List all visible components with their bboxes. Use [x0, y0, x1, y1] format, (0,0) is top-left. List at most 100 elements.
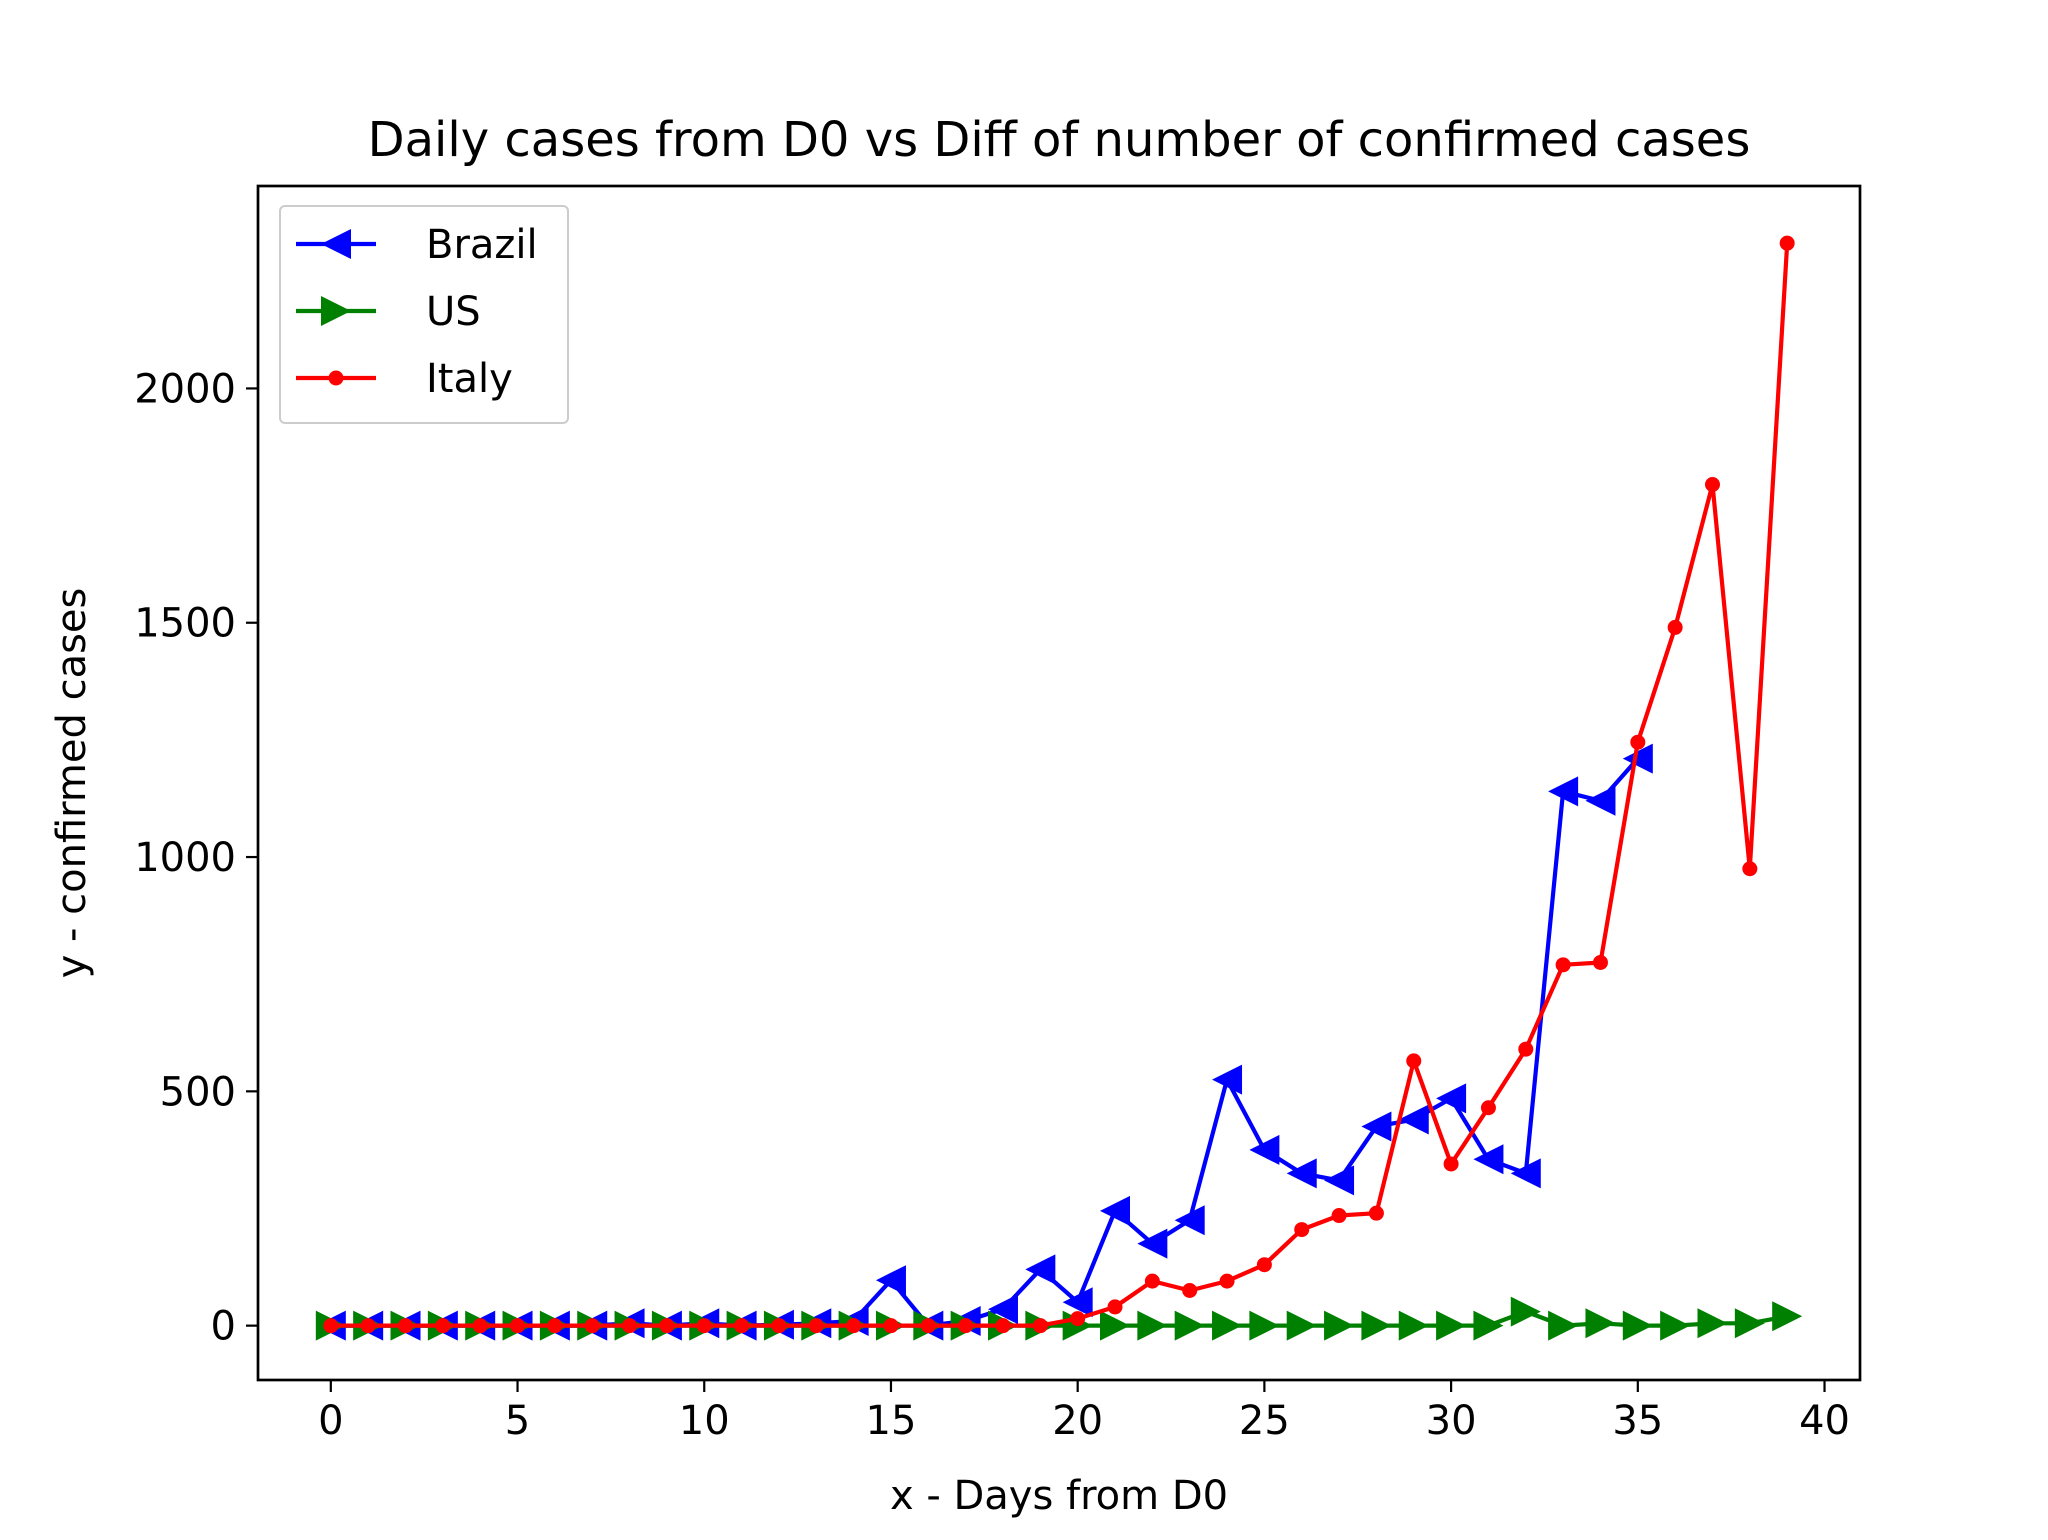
- data-point-brazil: [1510, 1158, 1541, 1189]
- y-tick-label: 2000: [134, 366, 236, 412]
- data-point-italy: [547, 1318, 563, 1334]
- data-point-brazil: [1286, 1158, 1317, 1189]
- data-point-italy: [958, 1318, 974, 1334]
- data-point-brazil: [1137, 1228, 1168, 1259]
- series-italy: [323, 235, 1795, 1334]
- data-point-brazil: [1585, 785, 1616, 816]
- data-point-brazil: [1398, 1104, 1429, 1135]
- data-point-italy: [1443, 1156, 1459, 1172]
- x-axis-label: x - Days from D0: [890, 1473, 1228, 1519]
- data-point-italy: [1032, 1318, 1048, 1334]
- data-point-brazil: [1622, 743, 1653, 774]
- data-point-brazil: [1548, 776, 1579, 807]
- data-point-italy: [1182, 1282, 1198, 1298]
- data-point-us: [1734, 1308, 1765, 1339]
- legend-item-us: US: [296, 289, 481, 335]
- data-point-italy: [1331, 1208, 1347, 1224]
- data-point-brazil: [1249, 1134, 1280, 1165]
- data-point-italy: [1070, 1311, 1086, 1327]
- data-point-brazil: [875, 1265, 906, 1296]
- data-point-us: [1249, 1310, 1280, 1341]
- data-point-italy: [1480, 1100, 1496, 1116]
- data-point-italy: [360, 1318, 376, 1334]
- legend-item-italy: Italy: [296, 356, 513, 402]
- x-tick-label: 30: [1426, 1398, 1477, 1444]
- data-point-italy: [1406, 1053, 1422, 1069]
- y-axis-label: y - confirmed cases: [49, 588, 95, 979]
- x-tick-label: 20: [1052, 1398, 1103, 1444]
- x-tick-label: 25: [1239, 1398, 1290, 1444]
- data-point-italy: [1107, 1299, 1123, 1315]
- plot-series: [315, 235, 1803, 1341]
- x-tick-label: 10: [679, 1398, 730, 1444]
- data-point-us: [1137, 1310, 1168, 1341]
- data-point-italy: [435, 1318, 451, 1334]
- data-point-italy: [1219, 1273, 1235, 1289]
- legend-label: US: [426, 289, 481, 335]
- data-point-brazil: [1324, 1165, 1355, 1196]
- legend-box: [279, 205, 569, 424]
- data-point-us: [1622, 1310, 1653, 1341]
- data-point-italy: [771, 1318, 787, 1334]
- data-point-us: [1100, 1310, 1131, 1341]
- data-point-italy: [1294, 1222, 1310, 1238]
- data-point-italy: [995, 1318, 1011, 1334]
- y-tick-label: 1000: [134, 835, 236, 881]
- data-point-brazil: [1025, 1254, 1056, 1285]
- data-point-italy: [1742, 861, 1758, 877]
- data-point-us: [1398, 1310, 1429, 1341]
- data-point-us: [1660, 1310, 1691, 1341]
- data-point-italy: [659, 1318, 675, 1334]
- data-point-italy: [734, 1318, 750, 1334]
- legend: Brazil US Italy: [279, 205, 569, 424]
- legend-marker: [328, 370, 344, 386]
- x-tick-label: 5: [505, 1398, 530, 1444]
- data-point-brazil: [987, 1294, 1018, 1325]
- data-point-brazil: [1361, 1111, 1392, 1142]
- data-point-brazil: [1436, 1083, 1467, 1114]
- data-point-italy: [920, 1318, 936, 1334]
- data-point-us: [1324, 1310, 1355, 1341]
- data-point-italy: [584, 1318, 600, 1334]
- data-point-us: [1286, 1310, 1317, 1341]
- data-point-us: [1361, 1310, 1392, 1341]
- data-point-italy: [1592, 954, 1608, 970]
- data-point-italy: [1630, 734, 1646, 750]
- legend-label: Brazil: [426, 222, 538, 268]
- data-point-italy: [1667, 619, 1683, 635]
- legend-item-brazil: Brazil: [296, 222, 538, 268]
- data-point-us: [1473, 1310, 1504, 1341]
- x-tick-label: 15: [866, 1398, 917, 1444]
- legend-marker: [321, 229, 351, 259]
- chart-title: Daily cases from D0 vs Diff of number of…: [368, 112, 1751, 168]
- data-point-italy: [622, 1318, 638, 1334]
- data-point-italy: [1256, 1257, 1272, 1273]
- x-tick-label: 35: [1612, 1398, 1663, 1444]
- y-tick-label: 1500: [134, 601, 236, 647]
- y-tick-label: 0: [211, 1304, 236, 1350]
- data-point-italy: [1518, 1041, 1534, 1057]
- y-axis-ticks: 0 500 1000 1500 2000: [134, 366, 258, 1350]
- data-point-italy: [696, 1318, 712, 1334]
- legend-label: Italy: [426, 356, 513, 402]
- data-point-italy: [846, 1318, 862, 1334]
- series-line-italy: [330, 243, 1790, 1328]
- data-point-italy: [1368, 1205, 1384, 1221]
- data-point-italy: [1704, 477, 1720, 492]
- data-point-brazil: [1473, 1144, 1504, 1175]
- data-point-brazil: [1062, 1287, 1093, 1318]
- data-point-italy: [808, 1318, 824, 1334]
- data-point-italy: [510, 1318, 526, 1334]
- data-point-us: [1697, 1308, 1728, 1339]
- data-point-us: [1548, 1310, 1579, 1341]
- data-point-italy: [472, 1318, 488, 1334]
- x-tick-label: 40: [1799, 1398, 1850, 1444]
- series-brazil: [315, 743, 1653, 1341]
- data-point-us: [1436, 1310, 1467, 1341]
- data-point-us: [1585, 1308, 1616, 1339]
- data-point-italy: [1144, 1273, 1160, 1289]
- series-us: [315, 1296, 1803, 1341]
- data-point-us: [1772, 1301, 1803, 1332]
- x-axis-ticks: 0 5 10 15 20 25 30 35 40: [318, 1380, 1850, 1444]
